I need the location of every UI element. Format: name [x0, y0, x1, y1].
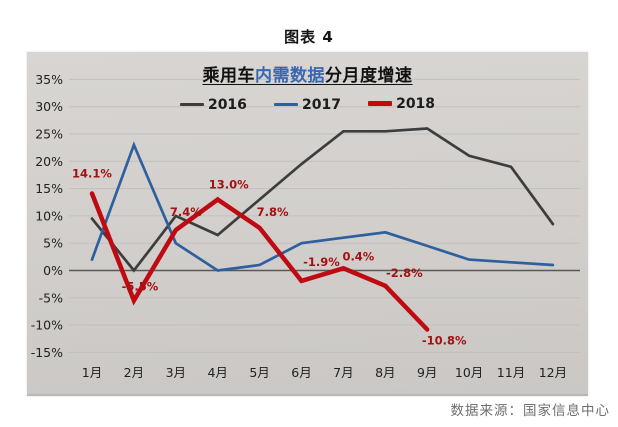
x-tick-label-4月: 4月: [207, 365, 227, 380]
chart-title-highlight: 内需数据: [255, 66, 325, 86]
series-line-2017: [90, 141, 555, 272]
data-label-2018-7月: 0.4%: [342, 249, 374, 263]
legend-item-2016: 2016: [179, 96, 247, 113]
chart-title: 乘用车内需数据分月度增速: [27, 61, 588, 86]
data-label-2018-2月: -5.5%: [122, 280, 159, 294]
x-tick-label-1月: 1月: [82, 365, 102, 380]
data-label-2018-9月: -10.8%: [422, 333, 467, 347]
data-source-note: 数据来源：国家信息中心: [450, 403, 610, 419]
y-tick-label--15%: -15%: [31, 345, 63, 360]
chart-title-prefix: 乘用车: [202, 66, 255, 86]
x-tick-label-3月: 3月: [166, 365, 186, 380]
legend-label-2017: 2017: [302, 96, 341, 113]
series-line-2018: [89, 191, 430, 332]
chart-photo-area: 35% 30% 25% 20% 15% 10% 5% 0% -5% -10% -15% 1月 2月 3月 4…: [27, 52, 588, 396]
y-tick-label-5%: 5%: [43, 236, 63, 251]
x-tick-label-7月: 7月: [333, 365, 353, 380]
y-tick-label-35%: 35%: [35, 72, 63, 87]
y-tick-label--10%: -10%: [31, 318, 63, 333]
x-tick-label-9月: 9月: [417, 365, 437, 380]
data-label-2018-5月: 7.8%: [257, 205, 289, 219]
y-tick-label-0%: 0%: [43, 263, 63, 278]
x-tick-label-8月: 8月: [375, 365, 395, 380]
line-chart: 35% 30% 25% 20% 15% 10% 5% 0% -5% -10% -15% 1月 2月 3月 4…: [31, 72, 580, 380]
legend-label-2016: 2016: [207, 96, 247, 113]
x-tick-label-10月: 10月: [455, 365, 483, 380]
x-tick-label-2月: 2月: [124, 365, 144, 380]
y-tick-label-15%: 15%: [35, 181, 63, 196]
legend-line-swatch-2017: [274, 103, 299, 106]
y-tick-label-10%: 10%: [35, 208, 63, 223]
x-tick-label-6月: 6月: [291, 365, 311, 380]
y-tick-label--5%: -5%: [39, 290, 63, 305]
data-label-2018-3月: 7.4%: [170, 205, 202, 219]
x-tick-label-12月: 12月: [539, 365, 567, 380]
legend-line-swatch-2016: [179, 103, 204, 106]
y-tick-label-20%: 20%: [35, 154, 63, 169]
x-tick-label-11月: 11月: [497, 365, 525, 380]
data-label-2018-1月: 14.1%: [72, 167, 112, 181]
y-tick-label-25%: 25%: [35, 127, 63, 142]
figure-label: 图表 4: [284, 28, 334, 46]
data-label-2018-6月: -1.9%: [303, 255, 340, 269]
series-line-2016: [90, 127, 555, 273]
x-tick-label-5月: 5月: [249, 365, 269, 380]
legend-item-2018: 2018: [368, 96, 435, 112]
legend-label-2018: 2018: [396, 95, 436, 112]
chart-legend: 2016 2017 2018: [27, 91, 588, 113]
y-tick-label-30%: 30%: [35, 99, 63, 114]
legend-item-2017: 2017: [274, 97, 341, 113]
data-label-2018-8月: -2.8%: [386, 266, 423, 280]
legend-line-swatch-2018: [368, 101, 393, 106]
data-label-2018-4月: 13.0%: [209, 178, 249, 192]
chart-title-suffix: 分月度增速: [325, 66, 413, 86]
